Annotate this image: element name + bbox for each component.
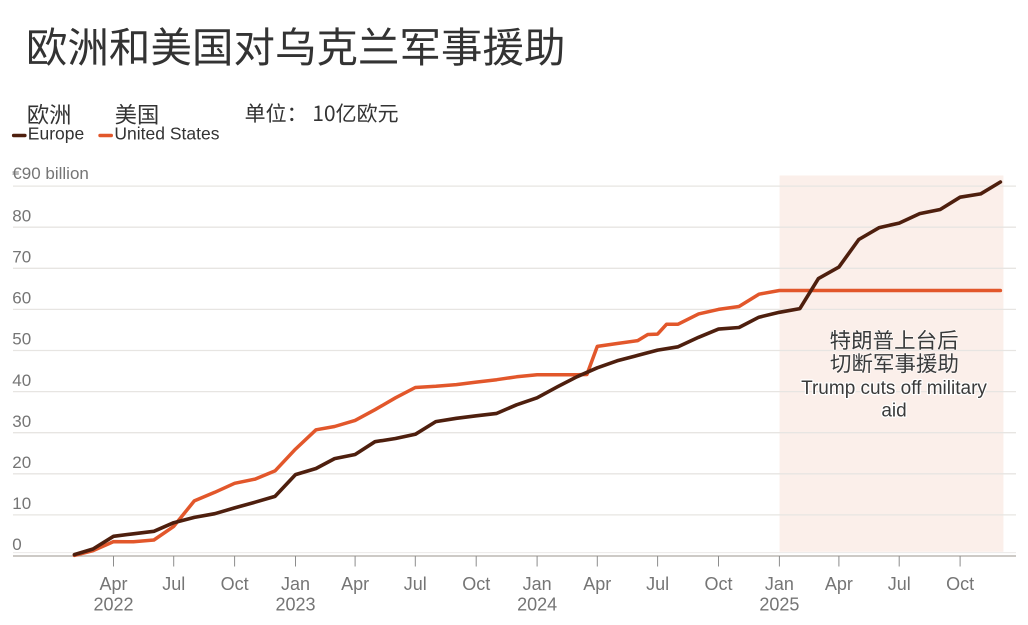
svg-text:40: 40 xyxy=(12,371,31,390)
svg-text:70: 70 xyxy=(12,248,31,267)
svg-text:Jul: Jul xyxy=(404,574,427,594)
svg-text:Apr: Apr xyxy=(825,574,853,594)
svg-text:Apr: Apr xyxy=(99,574,127,594)
svg-text:Europe: Europe xyxy=(28,124,84,144)
svg-text:20: 20 xyxy=(12,453,31,472)
svg-text:Trump cuts off military: Trump cuts off military xyxy=(801,378,987,399)
svg-text:Jan: Jan xyxy=(523,574,552,594)
svg-text:€90 billion: €90 billion xyxy=(12,164,89,183)
svg-text:2023: 2023 xyxy=(275,594,315,614)
svg-text:2022: 2022 xyxy=(93,594,133,614)
svg-text:10: 10 xyxy=(12,494,31,513)
svg-text:aid: aid xyxy=(881,401,906,422)
svg-text:Jan: Jan xyxy=(281,574,310,594)
svg-text:Oct: Oct xyxy=(704,574,732,594)
svg-text:Apr: Apr xyxy=(583,574,611,594)
svg-text:2024: 2024 xyxy=(517,594,557,614)
svg-text:Jul: Jul xyxy=(888,574,911,594)
svg-text:Oct: Oct xyxy=(462,574,490,594)
svg-text:Apr: Apr xyxy=(341,574,369,594)
svg-text:Jul: Jul xyxy=(646,574,669,594)
svg-text:Oct: Oct xyxy=(946,574,974,594)
svg-text:Jan: Jan xyxy=(765,574,794,594)
svg-text:30: 30 xyxy=(12,412,31,431)
svg-text:50: 50 xyxy=(12,330,31,349)
svg-text:60: 60 xyxy=(12,289,31,308)
svg-text:2025: 2025 xyxy=(759,594,799,614)
svg-text:United States: United States xyxy=(114,124,219,144)
svg-text:80: 80 xyxy=(12,206,31,225)
svg-text:Jul: Jul xyxy=(162,574,185,594)
svg-text:0: 0 xyxy=(12,535,21,554)
svg-text:Oct: Oct xyxy=(221,574,249,594)
